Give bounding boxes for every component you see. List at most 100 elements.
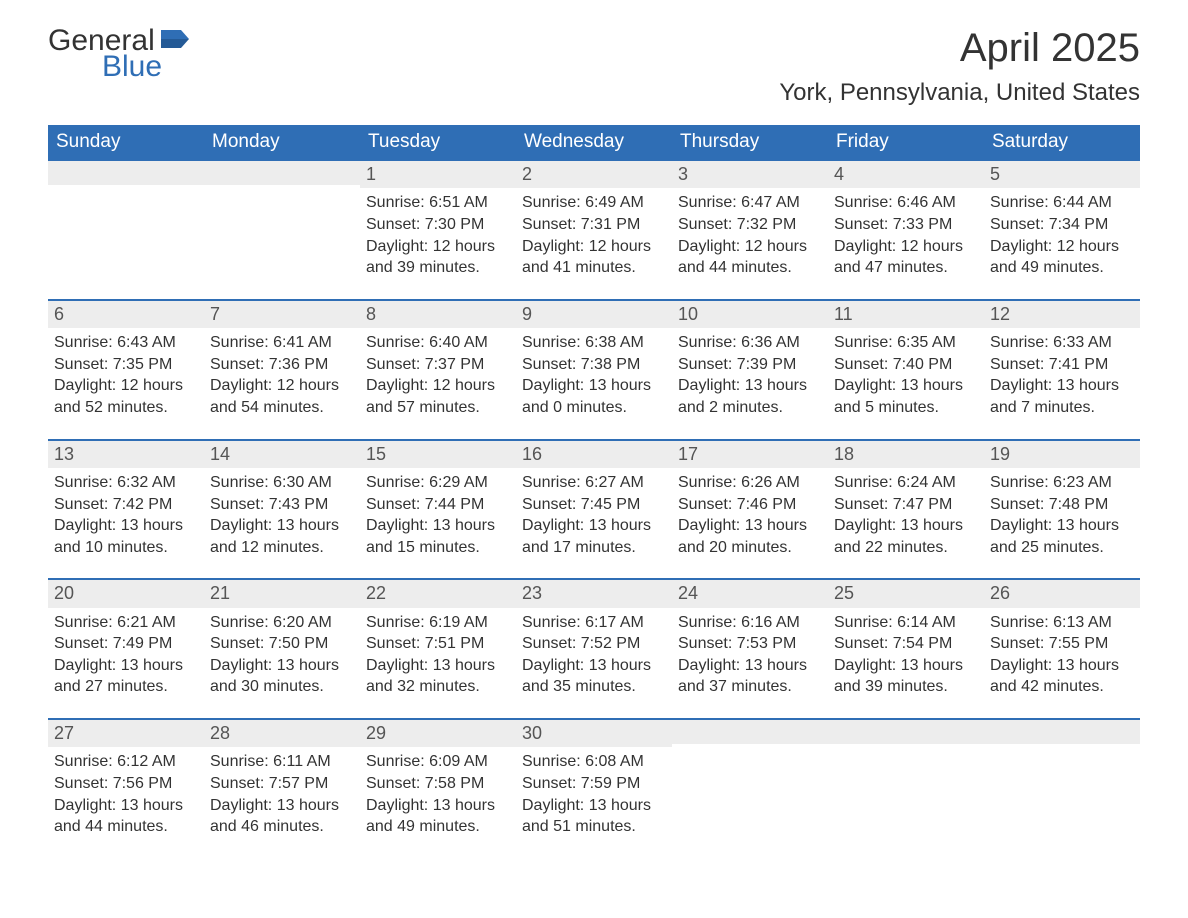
day-body: Sunrise: 6:13 AMSunset: 7:55 PMDaylight:… <box>984 608 1140 718</box>
day-number: 3 <box>672 161 828 188</box>
sunset-line: Sunset: 7:39 PM <box>678 354 822 376</box>
daylight-line: Daylight: 13 hours and 5 minutes. <box>834 375 978 418</box>
daylight-line: Daylight: 13 hours and 37 minutes. <box>678 655 822 698</box>
calendar-day-cell: 6Sunrise: 6:43 AMSunset: 7:35 PMDaylight… <box>48 300 204 440</box>
sunset-line: Sunset: 7:37 PM <box>366 354 510 376</box>
sunset-line: Sunset: 7:35 PM <box>54 354 198 376</box>
sunrise-line: Sunrise: 6:30 AM <box>210 472 354 494</box>
sunrise-line: Sunrise: 6:19 AM <box>366 612 510 634</box>
daylight-line: Daylight: 13 hours and 2 minutes. <box>678 375 822 418</box>
day-body <box>204 185 360 291</box>
page-header: General Blue April 2025 York, Pennsylvan… <box>48 26 1140 117</box>
daylight-line: Daylight: 12 hours and 57 minutes. <box>366 375 510 418</box>
calendar-day-cell: 11Sunrise: 6:35 AMSunset: 7:40 PMDayligh… <box>828 300 984 440</box>
sunrise-line: Sunrise: 6:26 AM <box>678 472 822 494</box>
sunset-line: Sunset: 7:30 PM <box>366 214 510 236</box>
day-body: Sunrise: 6:09 AMSunset: 7:58 PMDaylight:… <box>360 747 516 857</box>
calendar-day-cell: 4Sunrise: 6:46 AMSunset: 7:33 PMDaylight… <box>828 160 984 300</box>
daylight-line: Daylight: 13 hours and 42 minutes. <box>990 655 1134 698</box>
sunrise-line: Sunrise: 6:09 AM <box>366 751 510 773</box>
sunrise-line: Sunrise: 6:51 AM <box>366 192 510 214</box>
day-number: 15 <box>360 441 516 468</box>
weekday-header: Monday <box>204 125 360 160</box>
daylight-line: Daylight: 13 hours and 17 minutes. <box>522 515 666 558</box>
day-body: Sunrise: 6:36 AMSunset: 7:39 PMDaylight:… <box>672 328 828 438</box>
calendar-day-cell: 25Sunrise: 6:14 AMSunset: 7:54 PMDayligh… <box>828 579 984 719</box>
daylight-line: Daylight: 13 hours and 22 minutes. <box>834 515 978 558</box>
day-number <box>672 720 828 744</box>
day-number <box>48 161 204 185</box>
sunset-line: Sunset: 7:33 PM <box>834 214 978 236</box>
sunset-line: Sunset: 7:55 PM <box>990 633 1134 655</box>
day-number: 7 <box>204 301 360 328</box>
day-number: 25 <box>828 580 984 607</box>
day-number: 27 <box>48 720 204 747</box>
day-body: Sunrise: 6:21 AMSunset: 7:49 PMDaylight:… <box>48 608 204 718</box>
calendar-day-cell: 21Sunrise: 6:20 AMSunset: 7:50 PMDayligh… <box>204 579 360 719</box>
calendar-day-cell <box>204 160 360 300</box>
day-body <box>672 744 828 850</box>
day-number: 13 <box>48 441 204 468</box>
daylight-line: Daylight: 12 hours and 41 minutes. <box>522 236 666 279</box>
calendar-day-cell: 12Sunrise: 6:33 AMSunset: 7:41 PMDayligh… <box>984 300 1140 440</box>
sunrise-line: Sunrise: 6:13 AM <box>990 612 1134 634</box>
sunset-line: Sunset: 7:38 PM <box>522 354 666 376</box>
daylight-line: Daylight: 12 hours and 54 minutes. <box>210 375 354 418</box>
sunset-line: Sunset: 7:44 PM <box>366 494 510 516</box>
calendar-day-cell: 13Sunrise: 6:32 AMSunset: 7:42 PMDayligh… <box>48 440 204 580</box>
calendar-day-cell: 30Sunrise: 6:08 AMSunset: 7:59 PMDayligh… <box>516 719 672 858</box>
sunset-line: Sunset: 7:34 PM <box>990 214 1134 236</box>
sunset-line: Sunset: 7:54 PM <box>834 633 978 655</box>
weekday-header: Wednesday <box>516 125 672 160</box>
day-body: Sunrise: 6:08 AMSunset: 7:59 PMDaylight:… <box>516 747 672 857</box>
sunset-line: Sunset: 7:56 PM <box>54 773 198 795</box>
daylight-line: Daylight: 13 hours and 25 minutes. <box>990 515 1134 558</box>
day-body: Sunrise: 6:30 AMSunset: 7:43 PMDaylight:… <box>204 468 360 578</box>
sunset-line: Sunset: 7:46 PM <box>678 494 822 516</box>
calendar-day-cell: 18Sunrise: 6:24 AMSunset: 7:47 PMDayligh… <box>828 440 984 580</box>
day-number: 16 <box>516 441 672 468</box>
day-number: 30 <box>516 720 672 747</box>
daylight-line: Daylight: 12 hours and 52 minutes. <box>54 375 198 418</box>
calendar-day-cell: 23Sunrise: 6:17 AMSunset: 7:52 PMDayligh… <box>516 579 672 719</box>
sunrise-line: Sunrise: 6:21 AM <box>54 612 198 634</box>
calendar-day-cell: 20Sunrise: 6:21 AMSunset: 7:49 PMDayligh… <box>48 579 204 719</box>
day-body: Sunrise: 6:51 AMSunset: 7:30 PMDaylight:… <box>360 188 516 298</box>
calendar-day-cell: 26Sunrise: 6:13 AMSunset: 7:55 PMDayligh… <box>984 579 1140 719</box>
sunset-line: Sunset: 7:52 PM <box>522 633 666 655</box>
day-body: Sunrise: 6:46 AMSunset: 7:33 PMDaylight:… <box>828 188 984 298</box>
day-body: Sunrise: 6:41 AMSunset: 7:36 PMDaylight:… <box>204 328 360 438</box>
weekday-header: Tuesday <box>360 125 516 160</box>
sunrise-line: Sunrise: 6:24 AM <box>834 472 978 494</box>
day-body: Sunrise: 6:23 AMSunset: 7:48 PMDaylight:… <box>984 468 1140 578</box>
calendar-week-row: 1Sunrise: 6:51 AMSunset: 7:30 PMDaylight… <box>48 160 1140 300</box>
day-number: 19 <box>984 441 1140 468</box>
sunrise-line: Sunrise: 6:12 AM <box>54 751 198 773</box>
day-body: Sunrise: 6:14 AMSunset: 7:54 PMDaylight:… <box>828 608 984 718</box>
day-body: Sunrise: 6:49 AMSunset: 7:31 PMDaylight:… <box>516 188 672 298</box>
daylight-line: Daylight: 13 hours and 27 minutes. <box>54 655 198 698</box>
daylight-line: Daylight: 12 hours and 44 minutes. <box>678 236 822 279</box>
daylight-line: Daylight: 13 hours and 39 minutes. <box>834 655 978 698</box>
daylight-line: Daylight: 12 hours and 49 minutes. <box>990 236 1134 279</box>
day-body: Sunrise: 6:33 AMSunset: 7:41 PMDaylight:… <box>984 328 1140 438</box>
sunset-line: Sunset: 7:47 PM <box>834 494 978 516</box>
day-number <box>828 720 984 744</box>
day-number: 26 <box>984 580 1140 607</box>
calendar-day-cell: 3Sunrise: 6:47 AMSunset: 7:32 PMDaylight… <box>672 160 828 300</box>
sunrise-line: Sunrise: 6:46 AM <box>834 192 978 214</box>
day-number: 23 <box>516 580 672 607</box>
calendar-day-cell: 24Sunrise: 6:16 AMSunset: 7:53 PMDayligh… <box>672 579 828 719</box>
sunrise-line: Sunrise: 6:08 AM <box>522 751 666 773</box>
calendar-day-cell <box>672 719 828 858</box>
brand-logo: General Blue <box>48 26 189 82</box>
sunrise-line: Sunrise: 6:17 AM <box>522 612 666 634</box>
day-number: 24 <box>672 580 828 607</box>
sunset-line: Sunset: 7:58 PM <box>366 773 510 795</box>
sunrise-line: Sunrise: 6:44 AM <box>990 192 1134 214</box>
month-title: April 2025 <box>779 26 1140 71</box>
calendar-day-cell: 27Sunrise: 6:12 AMSunset: 7:56 PMDayligh… <box>48 719 204 858</box>
sunset-line: Sunset: 7:42 PM <box>54 494 198 516</box>
day-body: Sunrise: 6:35 AMSunset: 7:40 PMDaylight:… <box>828 328 984 438</box>
calendar-week-row: 20Sunrise: 6:21 AMSunset: 7:49 PMDayligh… <box>48 579 1140 719</box>
